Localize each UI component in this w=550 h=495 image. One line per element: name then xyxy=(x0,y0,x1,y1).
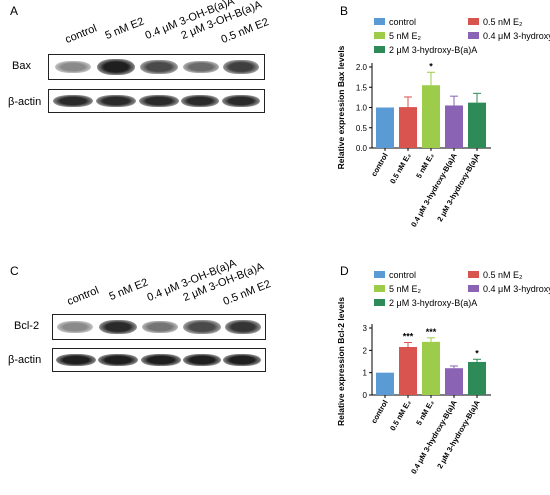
protein-band xyxy=(183,61,219,73)
significance-marker: * xyxy=(429,61,433,71)
legend-label: 2 μM 3-hydroxy-B(a)A xyxy=(389,298,477,308)
protein-band xyxy=(98,354,138,366)
x-tick-label: 0.5 nM E₂ xyxy=(388,152,413,186)
panel-a-letter: A xyxy=(10,4,19,18)
y-tick-label: 0 xyxy=(363,391,368,400)
x-tick-label: 5 nM E₂ xyxy=(414,399,436,427)
protein-band xyxy=(99,320,137,334)
y-tick-label: 2.0 xyxy=(356,63,368,72)
blot-row-label: Bcl-2 xyxy=(14,320,40,332)
protein-band xyxy=(142,321,178,333)
bar xyxy=(468,102,486,148)
bar xyxy=(399,107,417,148)
protein-band xyxy=(97,59,135,75)
bar xyxy=(445,105,463,148)
significance-marker: * xyxy=(475,348,479,358)
lane-label: 5 nM E2 xyxy=(103,15,146,42)
legend-label: 0.4 μM 3-hydroxy-B(a)A xyxy=(483,31,550,41)
y-tick-label: 1.0 xyxy=(356,104,368,113)
bar xyxy=(468,361,486,395)
legend-label: control xyxy=(389,270,416,280)
bar xyxy=(445,368,463,395)
legend-label: control xyxy=(389,17,416,27)
blot-strip xyxy=(52,314,266,340)
protein-band xyxy=(140,60,178,74)
legend-swatch xyxy=(374,32,385,39)
blot-strip xyxy=(52,348,266,372)
protein-band xyxy=(139,95,179,107)
y-axis-label: Relative expression Bax levels xyxy=(336,45,346,169)
legend-label: 5 nM E₂ xyxy=(389,31,422,41)
blot-row-label: Bax xyxy=(12,60,31,72)
blot-strip xyxy=(48,54,265,80)
bar xyxy=(399,346,417,395)
bar xyxy=(422,85,440,148)
protein-band xyxy=(223,354,261,366)
legend-label: 0.5 nM E₂ xyxy=(483,17,523,27)
lane-label: 5 nM E2 xyxy=(107,276,150,303)
significance-marker: *** xyxy=(426,327,437,337)
x-tick-label: 5 nM E₂ xyxy=(414,152,436,180)
x-tick-label: control xyxy=(369,152,390,179)
x-tick-label: 0.5 nM E₂ xyxy=(388,399,413,433)
panel-c-letter: C xyxy=(10,264,19,278)
panel-b-letter: B xyxy=(340,4,349,18)
legend-label: 0.5 nM E₂ xyxy=(483,270,523,280)
panel-d-letter: D xyxy=(340,264,349,278)
protein-band xyxy=(183,320,221,334)
x-tick-label: control xyxy=(369,399,390,426)
legend-label: 0.4 μM 3-hydroxy-B(a)A xyxy=(483,284,550,294)
legend-swatch xyxy=(468,32,479,39)
x-tick-label: 2 μM 3-hydroxy-B(a)A xyxy=(435,398,482,470)
legend-label: 5 nM E₂ xyxy=(389,284,422,294)
blot-row-label: β-actin xyxy=(8,354,42,366)
protein-band xyxy=(222,95,260,107)
protein-band xyxy=(57,321,93,333)
y-tick-label: 0.5 xyxy=(356,124,368,133)
y-tick-label: 1.5 xyxy=(356,83,368,92)
bar xyxy=(376,372,394,395)
y-tick-label: 2 xyxy=(363,346,368,355)
blot-row-label: β-actin xyxy=(8,96,42,108)
y-tick-label: 1 xyxy=(363,369,368,378)
lane-label: control xyxy=(65,284,101,308)
protein-band xyxy=(56,354,96,366)
legend-swatch xyxy=(468,18,479,25)
y-tick-label: 3 xyxy=(363,324,368,333)
protein-band xyxy=(223,60,259,74)
legend-label: 2 μM 3-hydroxy-B(a)A xyxy=(389,45,477,55)
protein-band xyxy=(181,95,219,107)
protein-band xyxy=(53,95,93,107)
blot-strip xyxy=(48,89,265,113)
legend-swatch xyxy=(468,271,479,278)
protein-band xyxy=(141,354,181,366)
bar xyxy=(376,107,394,148)
legend-swatch xyxy=(374,271,385,278)
y-tick-label: 0.0 xyxy=(356,144,368,153)
protein-band xyxy=(183,354,221,366)
legend-swatch xyxy=(374,46,385,53)
significance-marker: *** xyxy=(403,332,414,342)
legend-swatch xyxy=(374,299,385,306)
legend-swatch xyxy=(374,285,385,292)
legend-swatch xyxy=(468,285,479,292)
lane-label: control xyxy=(63,22,99,46)
bar xyxy=(422,341,440,395)
protein-band xyxy=(96,95,136,107)
legend-swatch xyxy=(374,18,385,25)
protein-band xyxy=(55,61,91,73)
protein-band xyxy=(225,320,261,334)
y-axis-label: Relative expression Bcl-2 levels xyxy=(336,297,346,426)
x-tick-label: 2 μM 3-hydroxy-B(a)A xyxy=(435,151,482,223)
